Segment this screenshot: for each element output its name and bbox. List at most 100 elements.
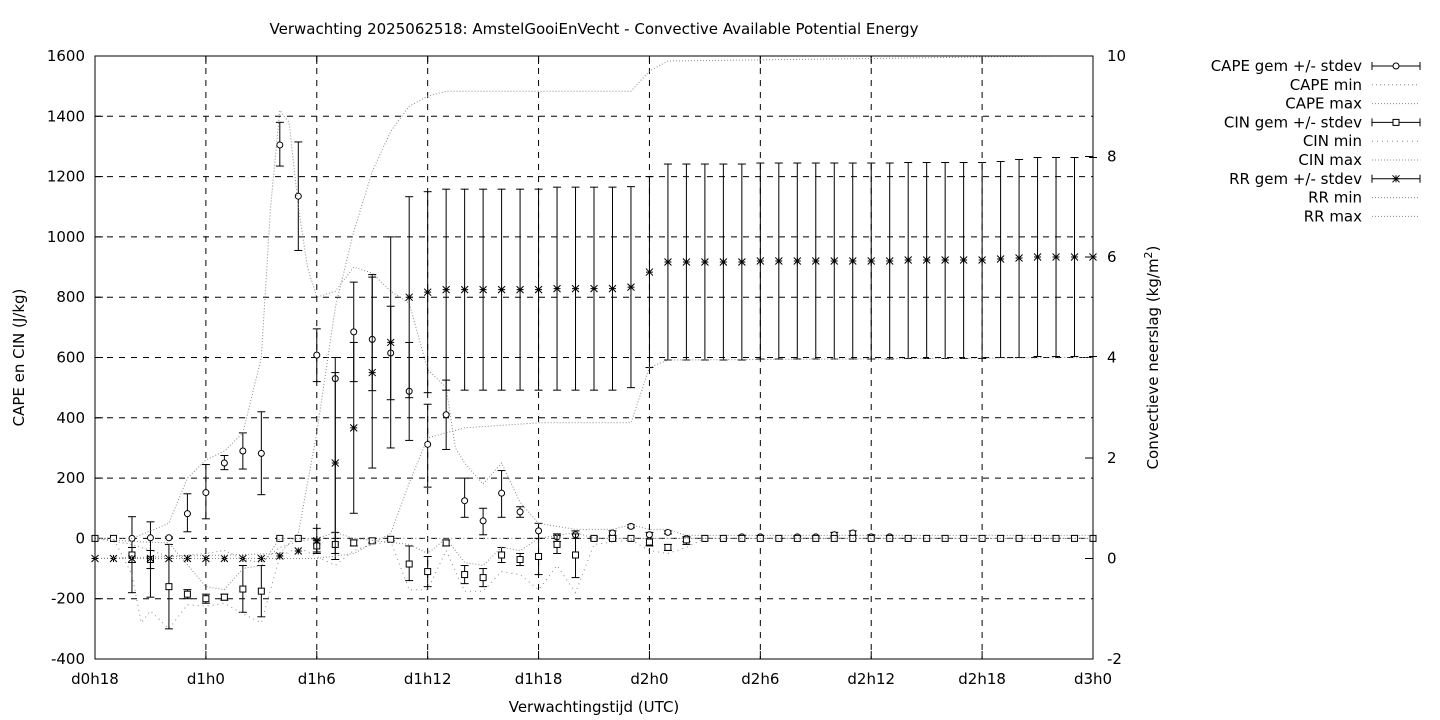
legend-label: CIN max (1298, 151, 1362, 169)
data-point (645, 268, 654, 276)
x-tick-label: d1h6 (298, 670, 336, 688)
y2-tick-label: 8 (1107, 148, 1117, 166)
data-point (479, 285, 487, 294)
data-point (885, 257, 894, 265)
data-point (220, 459, 228, 467)
data-point (553, 540, 561, 548)
data-point (239, 447, 247, 455)
data-point (664, 543, 672, 551)
data-point (461, 497, 469, 505)
series (91, 55, 1097, 630)
data-point (664, 528, 672, 536)
data-point (424, 568, 432, 576)
data-point (886, 534, 894, 542)
plot-frame (94, 55, 1094, 660)
data-point (923, 534, 931, 542)
data-point (387, 535, 395, 543)
data-point (350, 328, 358, 336)
data-point (737, 258, 746, 266)
data-point (276, 141, 284, 149)
data-point (275, 552, 284, 560)
x-tick-label: d0h18 (71, 670, 119, 688)
data-point (460, 285, 469, 294)
legend-item-cape-min: CAPE min (1290, 76, 1420, 94)
data-point (645, 538, 653, 546)
y2-axis-label-main: Convectieve neerslag (kg/m (1144, 258, 1162, 469)
data-point (239, 585, 247, 593)
legend-marker (1392, 174, 1400, 183)
data-point (553, 284, 561, 293)
x-tick-label: d3h0 (1074, 670, 1112, 688)
data-point (867, 257, 876, 265)
data-point (350, 539, 358, 547)
data-point (1052, 253, 1060, 261)
y2-axis-label-end: ) (1144, 246, 1162, 252)
data-point (701, 258, 709, 266)
legend-item-rr-min: RR min (1308, 189, 1420, 207)
legend-item-cin-gem-stdev: CIN gem +/- stdev (1224, 113, 1421, 131)
data-point (461, 571, 469, 579)
data-point (202, 489, 210, 497)
data-point (146, 554, 155, 563)
data-point (534, 285, 543, 294)
data-point (811, 257, 820, 265)
data-point (793, 257, 802, 265)
series-line (94, 55, 1057, 559)
data-point (572, 551, 580, 559)
data-point (183, 554, 192, 563)
y2-tick-label: 4 (1107, 349, 1117, 367)
data-point (312, 537, 321, 545)
data-point (664, 258, 672, 266)
data-point (183, 510, 191, 518)
data-point (922, 256, 931, 264)
y2-tick-label: 10 (1107, 47, 1126, 65)
legend-label: CAPE min (1290, 76, 1362, 94)
chart-title: Verwachting 2025062518: AmstelGooiEnVech… (270, 20, 919, 38)
data-point (146, 534, 154, 542)
data-point (257, 554, 266, 563)
data-point (257, 449, 265, 457)
x-tick-label: d2h0 (630, 670, 668, 688)
legend-label: CAPE max (1285, 95, 1362, 113)
data-point (423, 288, 432, 297)
data-point (331, 459, 340, 467)
x-axis-label: Verwachtingstijd (UTC) (509, 698, 680, 716)
data-point (756, 257, 765, 265)
data-point (183, 590, 191, 598)
series-rr-min (95, 357, 1094, 559)
y-tick-label: 1000 (47, 228, 85, 246)
data-point (1052, 534, 1060, 542)
data-point (220, 593, 228, 601)
data-point (165, 534, 173, 542)
y2-tick-label: 0 (1107, 550, 1117, 568)
data-point (830, 534, 838, 542)
series-line (94, 531, 1093, 591)
series-cape-max (95, 108, 1093, 539)
data-point (109, 534, 117, 542)
legend-label: RR min (1308, 189, 1362, 207)
legend-marker (1392, 62, 1400, 70)
data-point (571, 284, 580, 293)
data-point (165, 554, 173, 563)
data-point (774, 257, 783, 265)
data-point (294, 192, 302, 200)
legend-item-rr-max: RR max (1304, 207, 1420, 225)
data-point (535, 527, 543, 535)
data-point (479, 517, 487, 525)
legend-item-rr-gem-stdev: RR gem +/- stdev (1229, 170, 1421, 188)
data-point (830, 257, 839, 265)
y-tick-label: 200 (56, 469, 85, 487)
data-point (276, 534, 284, 542)
y2-tick-label: 6 (1107, 248, 1117, 266)
data-point (608, 534, 616, 542)
data-point (165, 583, 173, 591)
data-point (386, 338, 395, 347)
y-tick-label: 800 (56, 288, 85, 306)
data-point (498, 489, 506, 497)
y-tick-label: -200 (51, 590, 85, 608)
data-point (516, 285, 524, 294)
data-point (202, 554, 210, 563)
y2-tick-label: 2 (1107, 449, 1117, 467)
series-cin-min (95, 537, 1093, 630)
